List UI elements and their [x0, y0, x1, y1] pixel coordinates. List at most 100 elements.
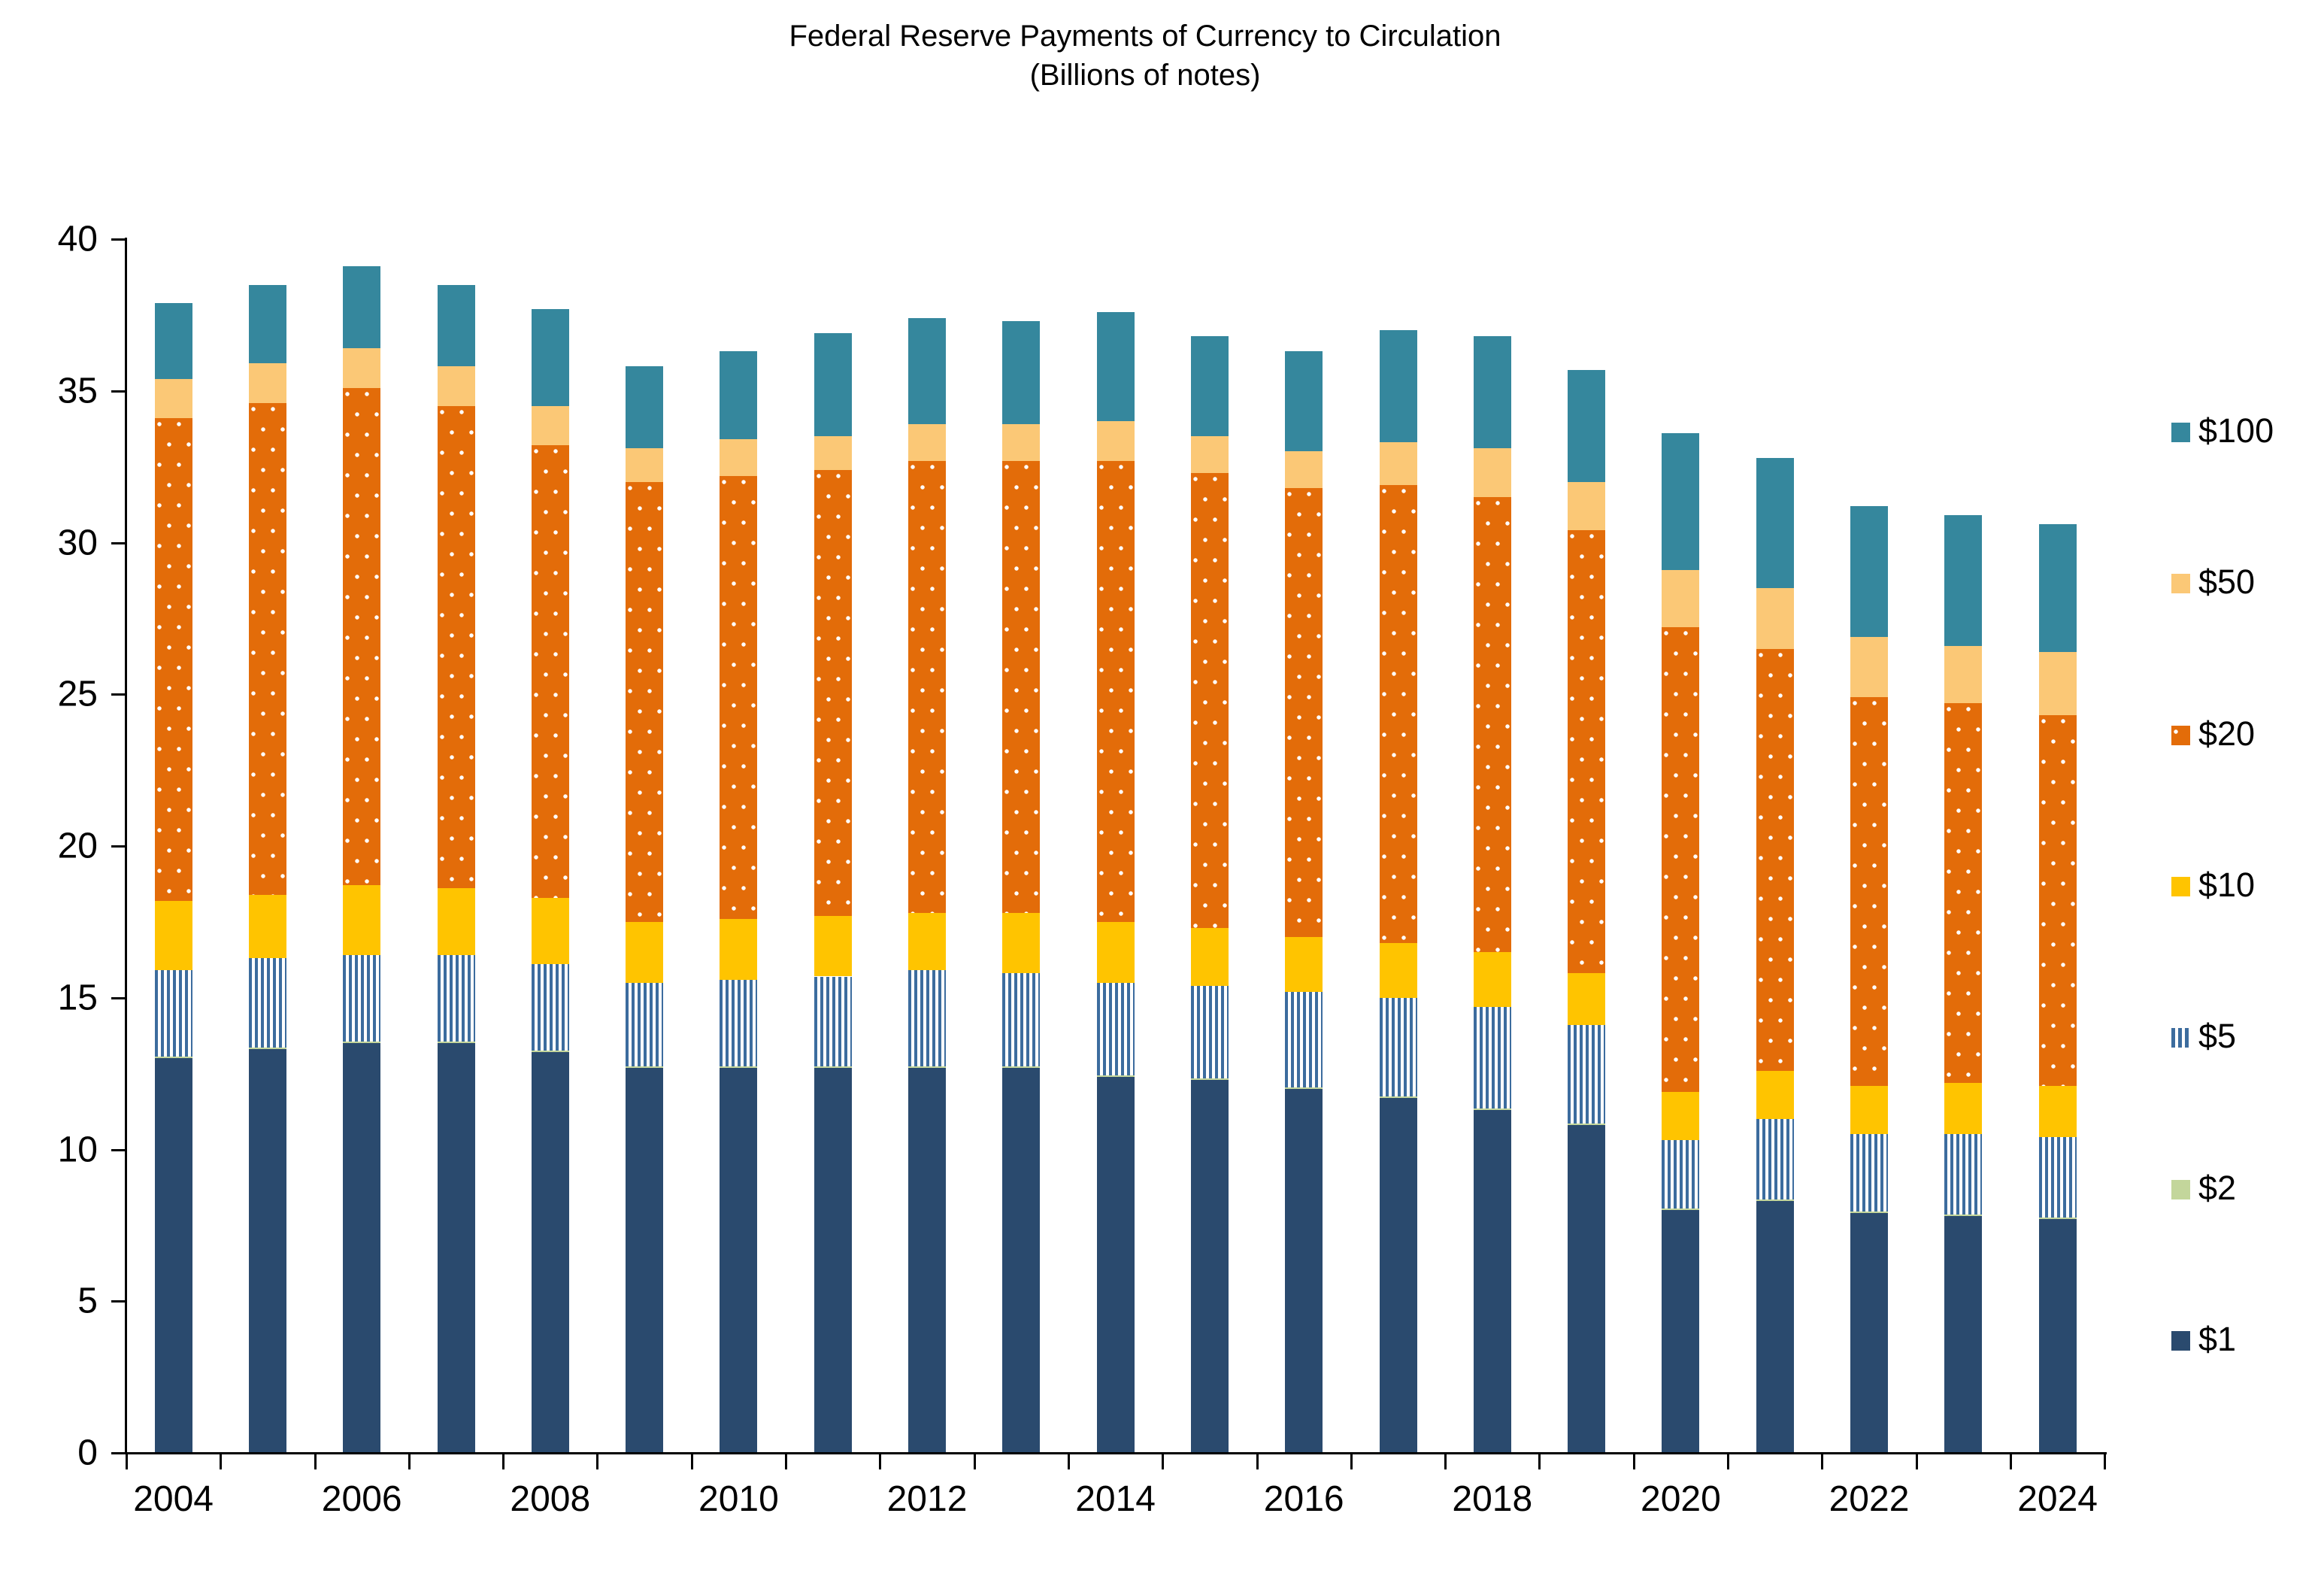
bar-segment-2011-usd50	[814, 436, 852, 470]
bar-segment-2014-usd100	[1096, 311, 1135, 422]
y-tick-35	[111, 390, 126, 393]
bar-segment-2017-usd10	[1379, 943, 1417, 998]
bar-segment-2011-usd10	[814, 915, 852, 977]
legend-swatch-usd20	[2171, 725, 2190, 745]
bar-segment-2010-usd50	[720, 439, 758, 476]
legend-swatch-usd10	[2171, 876, 2190, 896]
x-tick-9	[973, 1453, 976, 1469]
bar-segment-2006-usd100	[343, 266, 381, 349]
bar-segment-2007-usd2	[437, 1042, 475, 1044]
bar-segment-2013-usd1	[1002, 1067, 1041, 1453]
bar-segment-2016-usd10	[1285, 937, 1323, 992]
x-tick-4	[502, 1453, 505, 1469]
bar-segment-2006-usd10	[343, 885, 381, 956]
bar-segment-2021-usd50	[1756, 588, 1794, 649]
x-tick-14	[1444, 1453, 1447, 1469]
legend-label-usd50: $50	[2198, 563, 2256, 602]
bar-segment-2011-usd100	[814, 333, 852, 437]
bar-segment-2019-usd20	[1568, 530, 1606, 974]
bar-segment-2010-usd1	[720, 1067, 758, 1453]
y-tick-30	[111, 541, 126, 544]
x-tick-5	[596, 1453, 599, 1469]
x-tick-13	[1350, 1453, 1353, 1469]
y-tick-15	[111, 996, 126, 999]
bar-segment-2008-usd2	[531, 1051, 569, 1053]
x-tick-label-2014: 2014	[1075, 1479, 1156, 1519]
bar-segment-2017-usd2	[1379, 1096, 1417, 1098]
bar-segment-2023-usd5	[1944, 1134, 1983, 1215]
bar-segment-2005-usd5	[248, 958, 286, 1048]
legend-label-usd100: $100	[2198, 411, 2274, 450]
bar-segment-2012-usd2	[908, 1066, 946, 1068]
bar-segment-2018-usd20	[1473, 496, 1511, 953]
bar-segment-2007-usd5	[437, 955, 475, 1042]
bar-segment-2011-usd5	[814, 976, 852, 1066]
y-tick-20	[111, 845, 126, 848]
x-tick-label-2022: 2022	[1829, 1479, 1910, 1519]
bar-segment-2006-usd50	[343, 348, 381, 388]
bar-segment-2021-usd5	[1756, 1119, 1794, 1200]
bar-segment-2016-usd50	[1285, 451, 1323, 488]
bar-segment-2011-usd1	[814, 1067, 852, 1453]
bar-segment-2008-usd10	[531, 897, 569, 965]
bar-segment-2009-usd2	[626, 1066, 664, 1068]
bar-segment-2024-usd100	[2038, 524, 2077, 652]
bar-segment-2011-usd20	[814, 469, 852, 916]
bar-segment-2012-usd100	[908, 317, 946, 425]
bar-segment-2009-usd20	[626, 481, 664, 922]
bar-segment-2013-usd20	[1002, 460, 1041, 913]
bar-segment-2024-usd10	[2038, 1085, 2077, 1138]
bar-segment-2020-usd100	[1662, 433, 1700, 570]
bar-segment-2005-usd1	[248, 1049, 286, 1453]
bar-segment-2016-usd5	[1285, 991, 1323, 1087]
bar-segment-2023-usd1	[1944, 1216, 1983, 1453]
x-tick-18	[1821, 1453, 1824, 1469]
bar-segment-2016-usd1	[1285, 1088, 1323, 1453]
bar-segment-2004-usd2	[154, 1057, 192, 1059]
bar-segment-2015-usd20	[1190, 472, 1229, 928]
bar-segment-2005-usd50	[248, 363, 286, 403]
bar-segment-2008-usd50	[531, 405, 569, 446]
x-tick-16	[1632, 1453, 1635, 1469]
bar-segment-2021-usd20	[1756, 648, 1794, 1071]
y-tick-label-5: 5	[77, 1281, 98, 1321]
bar-segment-2023-usd20	[1944, 703, 1983, 1083]
y-tick-label-15: 15	[57, 978, 98, 1018]
bar-segment-2017-usd50	[1379, 442, 1417, 485]
x-tick-15	[1538, 1453, 1541, 1469]
bar-segment-2010-usd10	[720, 918, 758, 980]
bar-segment-2014-usd1	[1096, 1076, 1135, 1453]
bar-segment-2017-usd5	[1379, 997, 1417, 1096]
bar-segment-2016-usd2	[1285, 1087, 1323, 1089]
bar-segment-2012-usd1	[908, 1067, 946, 1453]
bar-segment-2010-usd5	[720, 979, 758, 1066]
bar-segment-2014-usd50	[1096, 421, 1135, 461]
legend-swatch-usd100	[2171, 423, 2190, 442]
bar-segment-2015-usd50	[1190, 436, 1229, 473]
bar-segment-2023-usd10	[1944, 1082, 1983, 1135]
bar-segment-2024-usd1	[2038, 1219, 2077, 1453]
bar-segment-2024-usd20	[2038, 715, 2077, 1086]
bar-segment-2006-usd5	[343, 955, 381, 1042]
x-axis-line	[125, 1452, 2107, 1454]
bar-segment-2022-usd20	[1850, 697, 1888, 1086]
bar-segment-2004-usd1	[154, 1058, 192, 1453]
bar-segment-2019-usd5	[1568, 1025, 1606, 1124]
chart-subtitle: (Billions of notes)	[1029, 59, 1261, 92]
bar-segment-2016-usd20	[1285, 487, 1323, 938]
bar-segment-2010-usd2	[720, 1066, 758, 1068]
x-tick-label-2016: 2016	[1263, 1479, 1344, 1519]
x-tick-12	[1256, 1453, 1259, 1469]
bar-segment-2020-usd5	[1662, 1140, 1700, 1209]
bar-segment-2008-usd5	[531, 964, 569, 1051]
y-tick-10	[111, 1148, 126, 1151]
bar-segment-2011-usd2	[814, 1066, 852, 1068]
bar-segment-2012-usd10	[908, 912, 946, 971]
x-tick-label-2012: 2012	[886, 1479, 968, 1519]
x-tick-3	[408, 1453, 411, 1469]
x-tick-19	[1915, 1453, 1918, 1469]
legend-swatch-usd1	[2171, 1330, 2190, 1351]
bar-segment-2018-usd1	[1473, 1110, 1511, 1453]
legend-label-usd1: $1	[2198, 1319, 2237, 1358]
